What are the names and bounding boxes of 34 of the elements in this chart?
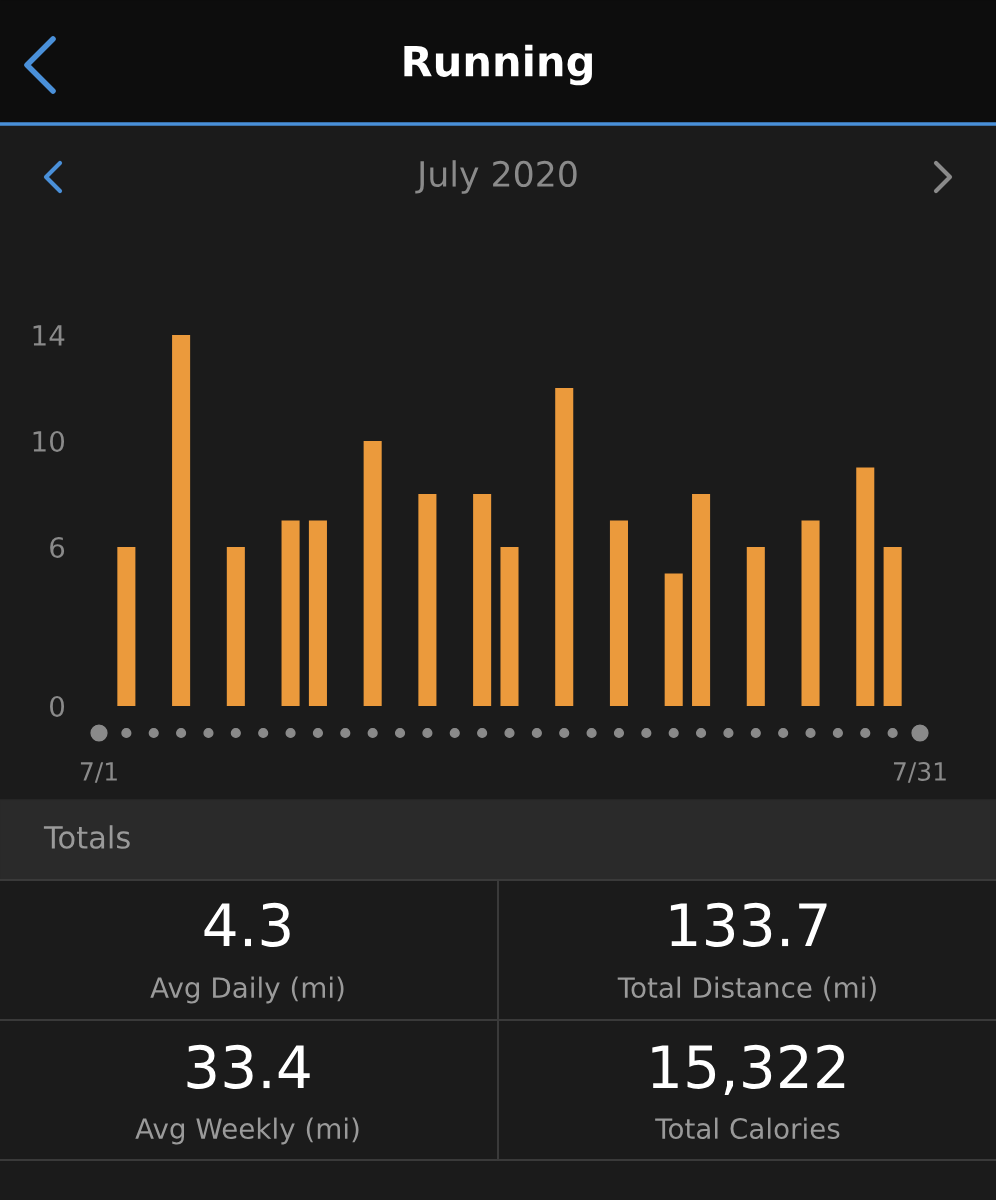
bar <box>692 494 711 706</box>
bar <box>801 520 820 706</box>
text: 33.4 <box>187 1044 310 1089</box>
bar <box>883 547 902 706</box>
y-tick-label: 6 <box>50 536 65 558</box>
bar <box>856 467 875 706</box>
y-tick-label: 14 <box>33 325 65 346</box>
text: 4.3 <box>204 902 290 947</box>
bar <box>117 547 136 706</box>
text: Total Calories <box>655 1117 840 1140</box>
chart-subtitle: July 2020 <box>415 160 577 194</box>
text: Avg Daily (mi) <box>150 976 344 1004</box>
text: Total Distance (mi) <box>617 976 876 1002</box>
bar <box>281 520 300 706</box>
bar <box>555 388 574 706</box>
x-tick-label: 7/31 <box>893 762 946 783</box>
x-tick-label: 7/1 <box>80 762 117 783</box>
bar <box>418 494 437 706</box>
bar <box>172 335 191 706</box>
chart-title: Running <box>404 44 592 86</box>
text: Totals <box>43 825 130 849</box>
y-tick-label: 10 <box>33 430 65 452</box>
bar <box>500 547 519 706</box>
bar <box>609 520 628 706</box>
bar <box>473 494 492 706</box>
text: 133.7 <box>670 902 827 947</box>
bar <box>363 441 382 706</box>
bar <box>226 547 245 706</box>
bar <box>308 520 327 706</box>
text: 15,322 <box>652 1044 845 1095</box>
bar <box>664 573 683 706</box>
text: Avg Weekly (mi) <box>135 1117 359 1145</box>
y-tick-label: 0 <box>50 695 65 717</box>
bar <box>746 547 765 706</box>
